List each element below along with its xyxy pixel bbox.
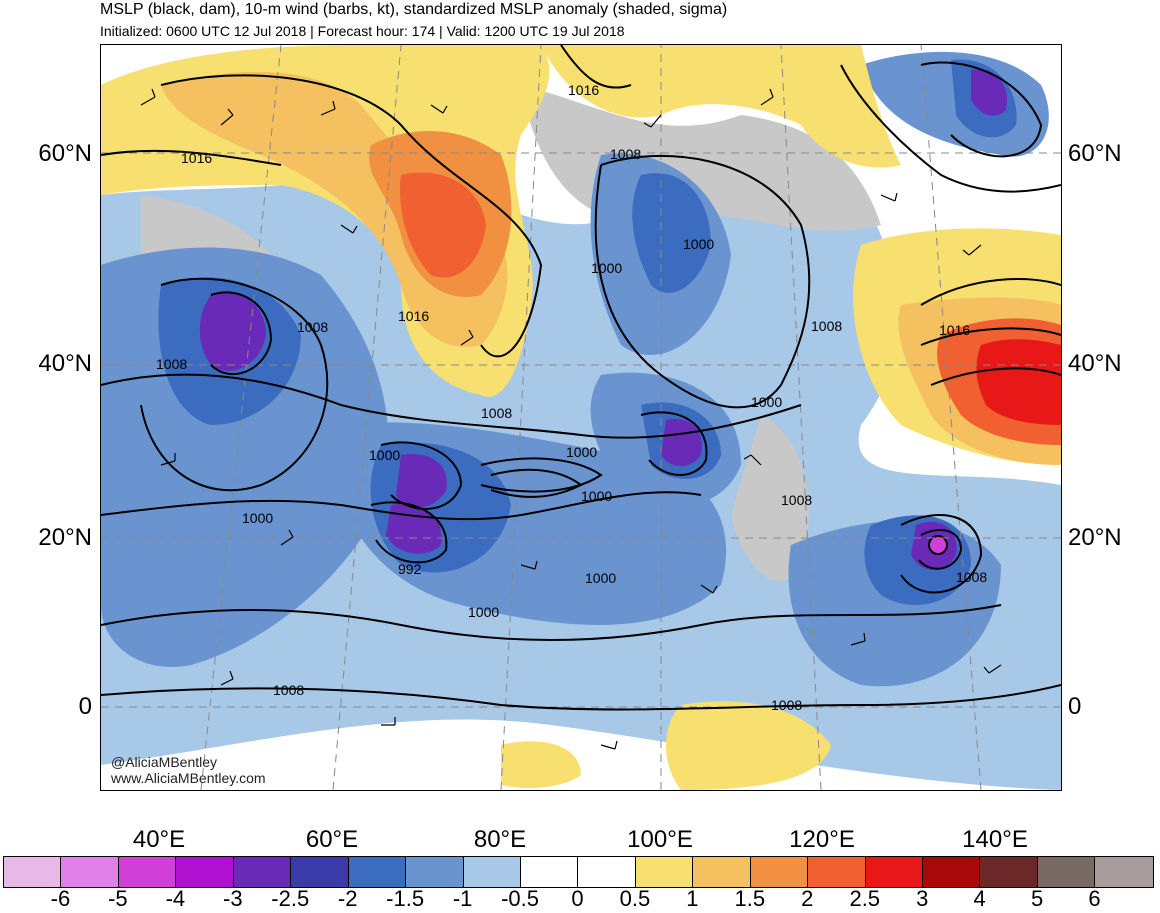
credit-site: www.AliciaMBentley.com [110, 770, 266, 786]
colorbar-cell [348, 857, 407, 887]
isobar-label: 1008 [781, 492, 812, 508]
isobar-label: 992 [398, 561, 422, 577]
colorbar-tick-label: -3 [223, 886, 243, 911]
colorbar-tick-label: -5 [108, 886, 128, 911]
colorbar-cell [291, 857, 349, 887]
colorbar-cell [61, 857, 119, 887]
colorbar-tick-label: -2.5 [271, 886, 310, 911]
colorbar-cell [1095, 857, 1153, 887]
map-canvas: 1016 1016 1016 1016 1008 1008 1008 1008 … [101, 45, 1061, 790]
anomaly-region [501, 741, 581, 788]
colorbar-tick-label: -1.5 [386, 886, 425, 911]
lat-label-right: 60°N [1068, 140, 1122, 167]
isobar-label: 1008 [811, 318, 842, 334]
lat-label-left: 40°N [38, 350, 92, 377]
isobar-label: 1000 [369, 447, 400, 463]
colorbar-cell [118, 857, 177, 887]
wind-barbs [140, 88, 1002, 750]
anomaly-region [161, 71, 508, 347]
colorbar-tick-label: -6 [50, 886, 71, 911]
isobar-label: 1016 [398, 308, 429, 324]
colorbar-cell [750, 857, 809, 887]
isobar-label: 1008 [156, 356, 187, 372]
colorbar-cell [406, 857, 464, 887]
anomaly-region [731, 415, 809, 582]
colorbar-cell [635, 857, 694, 887]
colorbar-cell [463, 857, 521, 887]
colorbar-tick-label: -4 [165, 886, 186, 911]
colorbar-tick-label: 6 [1088, 886, 1101, 911]
colorbar-tick-label: 2 [801, 886, 814, 911]
colorbar-tick-label: -2 [337, 886, 358, 911]
isobar-label: 1016 [181, 150, 212, 166]
anomaly-region [199, 292, 266, 371]
isobar-label: 1000 [242, 510, 273, 526]
lon-label: 80°E [473, 826, 527, 853]
anomaly-region [976, 339, 1061, 425]
isobar-label: 1008 [297, 319, 328, 335]
lat-label-right: 40°N [1068, 350, 1122, 377]
map-title: MSLP (black, dam), 10-m wind (barbs, kt)… [100, 1, 728, 18]
isobar-label: 1008 [956, 569, 987, 585]
isobar-label: 1008 [481, 405, 512, 421]
isobar-label: 1016 [939, 322, 970, 338]
lat-label-right: 20°N [1068, 524, 1122, 551]
colorbar-cell [578, 857, 636, 887]
lat-label-left: 20°N [38, 524, 92, 551]
lon-label: 40°E [132, 826, 186, 853]
isobar-label: 1000 [581, 488, 612, 504]
colorbar-tick-label: 1 [686, 886, 699, 911]
isobar-label: 1000 [585, 570, 616, 586]
isobar-label: 1008 [771, 697, 802, 713]
anomaly-region [541, 45, 901, 168]
isobar-label: 1000 [751, 394, 782, 410]
colorbar-cell [520, 857, 579, 887]
colorbar-cell [176, 857, 234, 887]
colorbar-cell [808, 857, 866, 887]
anomaly-region [971, 69, 1007, 116]
colorbar-tick-label: -1 [452, 886, 473, 911]
map-subtitle: Initialized: 0600 UTC 12 Jul 2018 | Fore… [100, 23, 625, 39]
colorbar-cell [1037, 857, 1096, 887]
anomaly-region [632, 173, 711, 293]
colorbar-cell [4, 857, 62, 887]
isobar-label: 1000 [566, 444, 597, 460]
anomaly-region [666, 701, 831, 790]
credit-handle: @AliciaMBentley [111, 754, 217, 770]
isobar-label: 1016 [568, 82, 599, 98]
colorbar [3, 856, 1154, 888]
colorbar-tick-label: 3 [916, 886, 929, 911]
isobar-label: 1008 [610, 146, 641, 162]
lon-label: 60°E [305, 826, 359, 853]
colorbar-tick-label: 5 [1030, 886, 1044, 911]
lat-label-left: 0 [78, 693, 92, 720]
colorbar-cell [693, 857, 751, 887]
isobar-label: 1000 [468, 604, 499, 620]
colorbar-cell [865, 857, 923, 887]
colorbar-tick-label: -0.5 [501, 886, 540, 911]
colorbar-tick-label: 0 [571, 886, 584, 911]
isobar-label: 1000 [683, 236, 714, 252]
anomaly-region [400, 172, 486, 278]
map-panel: 1016 1016 1016 1016 1008 1008 1008 1008 … [100, 44, 1062, 791]
colorbar-tick-label: 2.5 [849, 886, 881, 911]
anomaly-core [928, 535, 948, 555]
lon-label: 120°E [789, 826, 855, 853]
lat-label-right: 0 [1068, 693, 1082, 720]
colorbar-cell [923, 857, 981, 887]
isobar-label: 1008 [273, 682, 304, 698]
anomaly-region [396, 454, 447, 508]
colorbar-tick-label: 4 [973, 886, 986, 911]
colorbar-tick-label: 0.5 [619, 886, 651, 911]
lat-label-left: 60°N [38, 140, 92, 167]
isobar-label: 1000 [591, 260, 622, 276]
lon-label: 100°E [627, 826, 693, 853]
colorbar-cell [980, 857, 1038, 887]
anomaly-region [661, 419, 702, 467]
colorbar-tick-label: 1.5 [734, 886, 766, 911]
lon-label: 140°E [962, 826, 1028, 853]
colorbar-cell [233, 857, 292, 887]
